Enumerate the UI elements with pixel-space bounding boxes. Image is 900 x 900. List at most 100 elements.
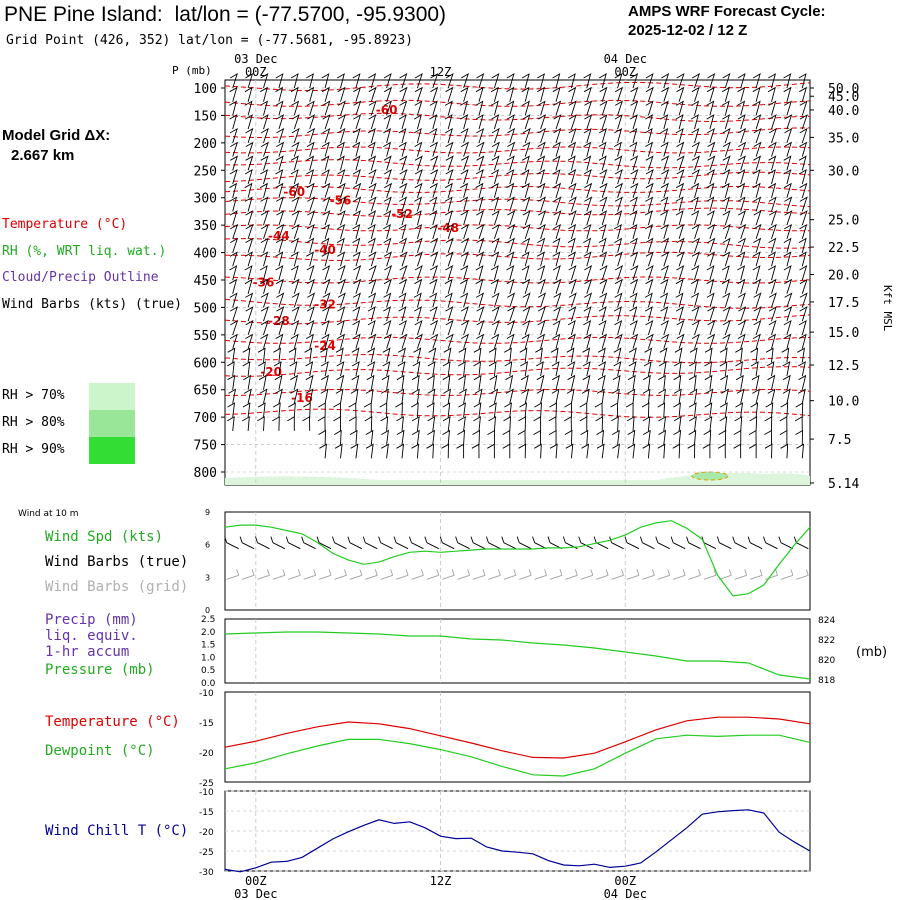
wind-barb bbox=[506, 333, 515, 349]
wind-barb bbox=[364, 416, 373, 431]
wind-barb bbox=[368, 196, 377, 212]
wind-barb bbox=[475, 196, 484, 212]
wind-barb bbox=[658, 416, 667, 431]
pressure-axis-title: P (mb) bbox=[172, 64, 212, 77]
wind-barb bbox=[660, 306, 669, 322]
wind-barb bbox=[245, 155, 254, 171]
wind-barb bbox=[322, 196, 331, 212]
wind-barb bbox=[768, 333, 777, 349]
wind-barb bbox=[288, 347, 297, 363]
wind-barb bbox=[690, 196, 699, 212]
wind-barb bbox=[520, 374, 529, 390]
wind-barb bbox=[780, 402, 789, 418]
wind-barb bbox=[245, 306, 254, 322]
wind-barb bbox=[472, 429, 480, 445]
wind-barb bbox=[658, 361, 667, 377]
wind-barb bbox=[260, 333, 269, 349]
legend-temperature: Temperature (°C) bbox=[2, 217, 128, 232]
wind-barb bbox=[491, 306, 500, 322]
upper-air-panel: 100 150 200 250 300 350 400 450 500 550 600 650 700 7… bbox=[172, 64, 894, 492]
wind-barb bbox=[691, 141, 700, 157]
wind-barb bbox=[707, 237, 716, 253]
wind-barb bbox=[598, 127, 607, 144]
wind-barb bbox=[768, 114, 777, 130]
wind-barb bbox=[319, 443, 327, 459]
wind-barb bbox=[783, 169, 792, 185]
wind-barb bbox=[337, 196, 346, 212]
wind-barb bbox=[599, 333, 608, 349]
wind-barb bbox=[368, 333, 377, 349]
wind-barb bbox=[260, 155, 269, 171]
wind-barb bbox=[476, 223, 485, 240]
wind-barb bbox=[336, 155, 345, 171]
wind-barb bbox=[580, 429, 589, 445]
wind-barb bbox=[229, 278, 238, 294]
wind-barb bbox=[704, 416, 713, 431]
wind-barb bbox=[229, 251, 238, 267]
wind-barb-grid bbox=[226, 569, 240, 580]
wind-barb-true bbox=[686, 536, 701, 550]
wind-barb bbox=[352, 237, 361, 253]
wind-barb bbox=[445, 141, 454, 157]
pressure-tick-label: 200 bbox=[194, 137, 217, 152]
wind-barb bbox=[706, 100, 715, 116]
wind-barb bbox=[305, 388, 314, 404]
wind-barb bbox=[318, 429, 326, 445]
top-time-label: 00Z bbox=[245, 65, 267, 79]
wind-barb bbox=[568, 278, 577, 294]
wind-barb bbox=[461, 319, 470, 336]
wind-barb bbox=[491, 155, 500, 171]
wind-barb bbox=[461, 237, 470, 253]
wind-barb bbox=[229, 114, 238, 130]
wind-barb bbox=[445, 86, 454, 102]
isotherm bbox=[224, 354, 811, 364]
wind-barb bbox=[738, 306, 747, 322]
wind-barb bbox=[506, 114, 515, 130]
wind-barb bbox=[583, 155, 592, 171]
wind-barb bbox=[337, 265, 346, 281]
wind-barb bbox=[398, 196, 407, 212]
wind-barb bbox=[491, 169, 500, 185]
wind-barb bbox=[691, 319, 701, 336]
kft-tick-label: 40.0 bbox=[828, 104, 859, 119]
wind-barb bbox=[460, 306, 469, 322]
wind-barb bbox=[367, 361, 376, 377]
wind-barb-grid bbox=[349, 569, 363, 580]
wind-barb bbox=[335, 347, 344, 363]
wind-barb bbox=[291, 223, 300, 240]
wind-barb bbox=[307, 127, 316, 144]
wind-barb bbox=[430, 251, 439, 267]
wind-barb bbox=[629, 292, 638, 308]
wind-barb bbox=[317, 416, 326, 431]
wind-barb bbox=[368, 100, 377, 116]
wind-barb bbox=[381, 443, 389, 459]
wind-barb bbox=[673, 388, 682, 404]
wind-barb bbox=[537, 114, 546, 130]
wind-barb bbox=[396, 429, 405, 445]
wind-barb bbox=[566, 347, 575, 363]
wind-barb bbox=[737, 278, 746, 294]
wind-barb bbox=[322, 278, 331, 294]
kft-tick-label: 50.0 bbox=[828, 82, 859, 97]
wind-barb bbox=[399, 333, 408, 349]
wind-barb bbox=[676, 237, 685, 253]
wind-barb-grid bbox=[395, 569, 409, 580]
wind-barb bbox=[519, 347, 528, 363]
wind-barb-true bbox=[393, 536, 409, 550]
wind-barb bbox=[383, 278, 392, 294]
wind-barb bbox=[537, 196, 546, 212]
wind-barb bbox=[504, 347, 512, 363]
wind-barb bbox=[368, 155, 377, 171]
wind-barb bbox=[551, 388, 560, 404]
wind-barb bbox=[722, 73, 731, 89]
wind-barb bbox=[675, 306, 684, 322]
temp-tick-label: -10 bbox=[199, 689, 214, 699]
isotherm-label: -32 bbox=[314, 298, 336, 312]
wind-barb bbox=[276, 114, 285, 130]
wind-barb bbox=[245, 319, 254, 336]
wind-barb bbox=[737, 333, 746, 349]
wind-barb bbox=[383, 114, 392, 130]
wind-barb bbox=[721, 196, 730, 212]
pressure-tick-label: 450 bbox=[194, 274, 217, 289]
